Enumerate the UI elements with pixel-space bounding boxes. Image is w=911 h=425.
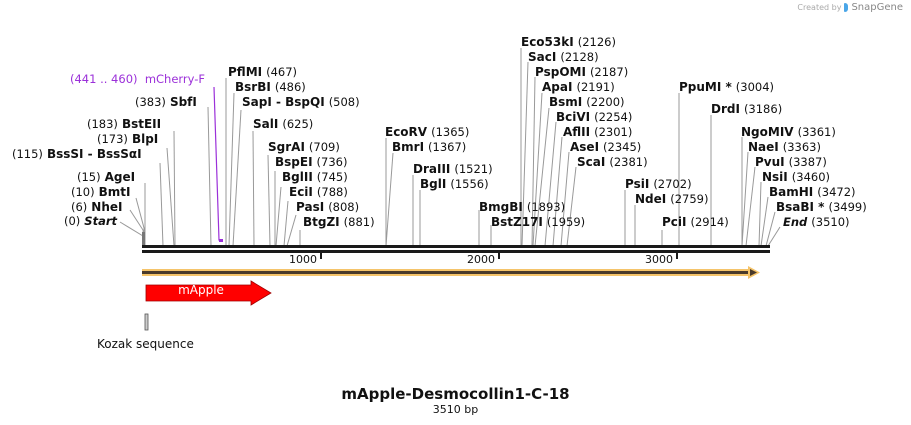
site-bmgbi[interactable]: BmgBI (1893)	[479, 200, 566, 214]
tick-label-3000: 3000	[645, 253, 673, 266]
primer-label[interactable]: (441 .. 460) mCherry-F	[70, 72, 205, 86]
site-saci[interactable]: SacI (2128)	[528, 50, 599, 64]
site-drdi[interactable]: DrdI (3186)	[711, 102, 783, 116]
site-nhei[interactable]: (6) NheI	[71, 200, 123, 214]
site-sbfi[interactable]: (383) SbfI	[135, 95, 197, 109]
site-bsteii[interactable]: (183) BstEII	[87, 117, 162, 131]
snapgene-logo-icon	[844, 3, 849, 12]
site-end[interactable]: End (3510)	[783, 215, 850, 229]
site-bsssi[interactable]: (115) BssSI - BssSαI	[12, 147, 142, 161]
site-ecii[interactable]: EciI (788)	[289, 185, 348, 199]
primer-range: (441 .. 460)	[70, 72, 138, 86]
site-bsmi[interactable]: BsmI (2200)	[549, 95, 625, 109]
orf-arrow[interactable]	[142, 266, 760, 279]
site-bmti[interactable]: (10) BmtI	[71, 185, 131, 199]
site-asei[interactable]: AseI (2345)	[570, 140, 642, 154]
mapple-feature-label: mApple	[178, 283, 224, 297]
site-bamhi[interactable]: BamHI (3472)	[769, 185, 856, 199]
site-ppumi[interactable]: PpuMI * (3004)	[679, 80, 775, 94]
backbone-bottom[interactable]	[142, 250, 770, 253]
site-eco53ki[interactable]: Eco53kI (2126)	[521, 35, 616, 49]
tick-3000	[676, 253, 678, 259]
primer-name: mCherry-F	[144, 72, 206, 86]
site-btgzi[interactable]: BtgZI (881)	[303, 215, 375, 229]
site-start[interactable]: (0) Start	[64, 214, 118, 228]
tick-1000	[320, 253, 322, 259]
site-pflmi[interactable]: PflMI (467)	[228, 65, 298, 79]
site-leader-lines	[119, 48, 781, 247]
site-bcivi[interactable]: BciVI (2254)	[556, 110, 633, 124]
site-bgli[interactable]: BglI (1556)	[420, 177, 489, 191]
site-agei[interactable]: (15) AgeI	[77, 170, 136, 184]
site-ngomiv[interactable]: NgoMIV (3361)	[741, 125, 836, 139]
plasmid-title: mApple-Desmocollin1-C-18	[341, 385, 570, 403]
tick-label-2000: 2000	[467, 253, 495, 266]
credit-prefix: Created by	[797, 3, 842, 12]
snapgene-credit: Created by SnapGene	[797, 2, 903, 13]
site-bstz17i[interactable]: BstZ17I (1959)	[491, 215, 586, 229]
kozak-label: Kozak sequence	[97, 337, 194, 351]
site-ndei[interactable]: NdeI (2759)	[635, 192, 709, 206]
site-sgrai[interactable]: SgrAI (709)	[268, 140, 340, 154]
primer-mark[interactable]	[219, 239, 223, 242]
site-sapi[interactable]: SapI - BspQI (508)	[242, 95, 360, 109]
site-draiii[interactable]: DraIII (1521)	[413, 162, 493, 176]
kozak-feature[interactable]	[144, 313, 149, 331]
site-pasi[interactable]: PasI (808)	[296, 200, 360, 214]
site-naei[interactable]: NaeI (3363)	[748, 140, 821, 154]
site-blpi[interactable]: (173) BlpI	[97, 132, 159, 146]
site-ecorv[interactable]: EcoRV (1365)	[385, 125, 470, 139]
site-apai[interactable]: ApaI (2191)	[542, 80, 615, 94]
site-nsii[interactable]: NsiI (3460)	[762, 170, 831, 184]
site-pcii[interactable]: PciI (2914)	[662, 215, 729, 229]
site-sali[interactable]: SalI (625)	[253, 117, 314, 131]
credit-brand: SnapGene	[851, 2, 903, 13]
site-bglii[interactable]: BglII (745)	[282, 170, 348, 184]
site-bsabi[interactable]: BsaBI * (3499)	[776, 200, 867, 214]
site-pvui[interactable]: PvuI (3387)	[755, 155, 827, 169]
site-psii[interactable]: PsiI (2702)	[625, 177, 692, 191]
start-marker	[142, 232, 145, 246]
site-bmri[interactable]: BmrI (1367)	[392, 140, 467, 154]
tick-label-1000: 1000	[289, 253, 317, 266]
mapple-feature-arrow[interactable]	[145, 280, 272, 306]
site-pspomi[interactable]: PspOMI (2187)	[535, 65, 629, 79]
backbone-top[interactable]	[142, 245, 770, 248]
tick-2000	[498, 253, 500, 259]
site-bsrbi[interactable]: BsrBI (486)	[235, 80, 306, 94]
site-aflii[interactable]: AflII (2301)	[563, 125, 633, 139]
site-bspei[interactable]: BspEI (736)	[275, 155, 348, 169]
plasmid-length: 3510 bp	[432, 403, 479, 416]
site-scai[interactable]: ScaI (2381)	[577, 155, 648, 169]
primer-leader-line	[213, 86, 222, 241]
